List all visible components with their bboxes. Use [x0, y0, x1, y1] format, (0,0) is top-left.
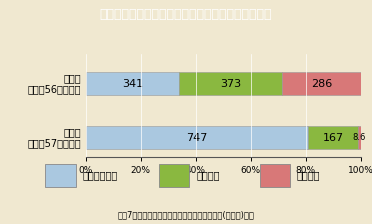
Text: 373: 373: [220, 79, 241, 88]
Text: 中・小破: 中・小破: [196, 170, 219, 180]
FancyBboxPatch shape: [159, 164, 189, 187]
Bar: [308, 126, 358, 149]
Text: 747: 747: [186, 133, 208, 143]
Text: 167: 167: [323, 133, 344, 143]
Bar: [282, 72, 361, 95]
Text: 阪神・淡路大震災における建築時期による被害状況: 阪神・淡路大震災における建築時期による被害状況: [100, 8, 272, 21]
Bar: [86, 126, 308, 149]
FancyBboxPatch shape: [45, 164, 76, 187]
Text: 大破以上: 大破以上: [296, 170, 320, 180]
Bar: [358, 126, 361, 149]
Text: 286: 286: [311, 79, 332, 88]
Text: 341: 341: [122, 79, 143, 88]
Text: 平成7年阪神・淡路大震災調査委員会中間報告(建設省)より: 平成7年阪神・淡路大震災調査委員会中間報告(建設省)より: [118, 211, 254, 220]
Bar: [86, 72, 179, 95]
FancyBboxPatch shape: [260, 164, 290, 187]
Text: 8.6: 8.6: [353, 133, 366, 142]
Bar: [179, 72, 282, 95]
Text: 軽微・無被害: 軽微・無被害: [82, 170, 118, 180]
